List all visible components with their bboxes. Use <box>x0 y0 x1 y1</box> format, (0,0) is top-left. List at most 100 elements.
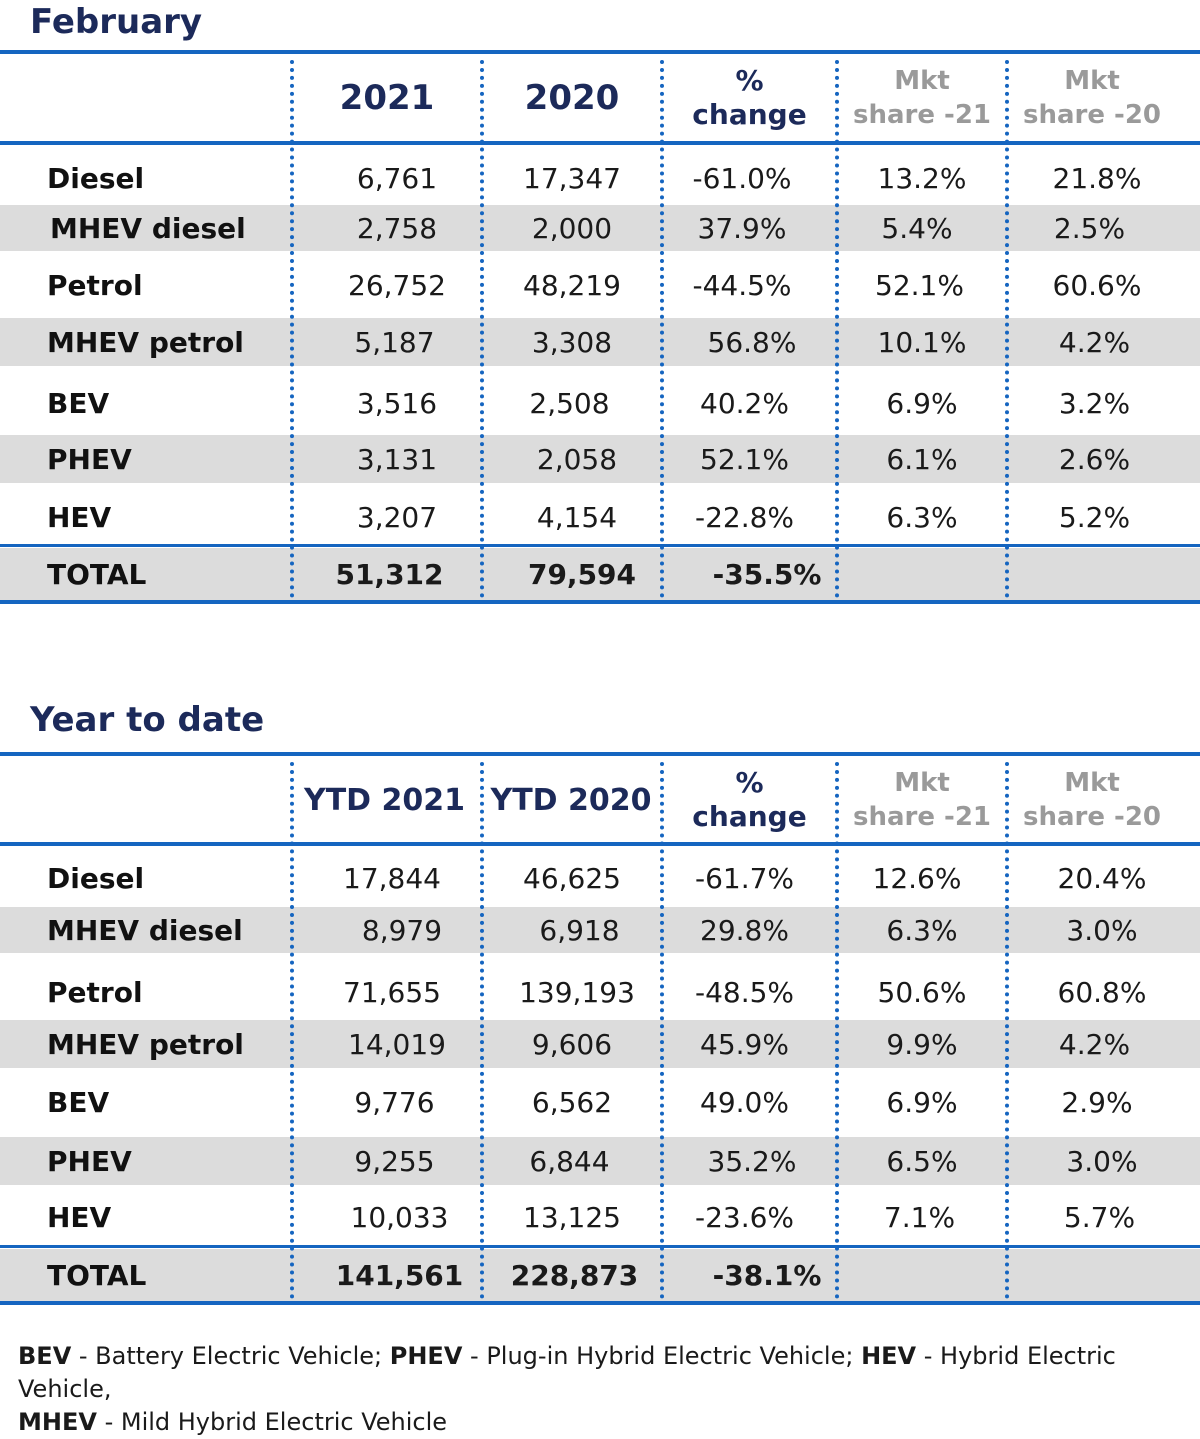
table-row: MHEV petrol 14,019 9,606 45.9% 9.9% 4.2% <box>0 1020 1200 1068</box>
cell-change: 37.9% <box>697 211 787 245</box>
section-title: February <box>30 2 203 42</box>
header-row: YTD 2021 YTD 2020 % change Mkt share -21… <box>0 758 1200 842</box>
cell-2021: 14,019 <box>348 1027 446 1061</box>
row-label: Diesel <box>47 861 145 895</box>
cell-share21: 6.3% <box>886 500 958 534</box>
cell-change: 40.2% <box>700 386 789 420</box>
cell-share20: 5.2% <box>1058 500 1131 534</box>
cell-2021: 6,761 <box>356 161 438 195</box>
bottom-rule <box>0 600 1200 604</box>
row-label: HEV <box>47 1200 112 1234</box>
cell-2021: 9,776 <box>354 1085 435 1119</box>
table-row: PHEV 3,131 2,058 52.1% 6.1% 2.6% <box>0 435 1200 483</box>
row-label: MHEV diesel <box>50 211 246 245</box>
total-label: TOTAL <box>47 557 147 591</box>
cell-change: 35.2% <box>707 1144 797 1178</box>
table-row: Petrol 71,655 139,193 -48.5% 50.6% 60.8% <box>0 960 1200 1024</box>
header-rule <box>0 842 1200 846</box>
cell-share20: 21.8% <box>1052 161 1142 195</box>
table-row: Diesel 6,761 17,347 -61.0% 13.2% 21.8% <box>0 152 1200 204</box>
table-row: MHEV petrol 5,187 3,308 56.8% 10.1% 4.2% <box>0 318 1200 366</box>
february-section: February 2021 2020 % change Mkt share -2… <box>0 0 1200 610</box>
cell-share20: 2.6% <box>1058 442 1131 476</box>
table-row: Diesel 17,844 46,625 -61.7% 12.6% 20.4% <box>0 852 1200 904</box>
header-share-20: Mkt share -20 <box>1007 758 1177 842</box>
cell-2020: 46,625 <box>523 861 621 895</box>
footnote-hev-text: - Hybrid Electric Vehicle, <box>18 1342 1116 1403</box>
header-pct-change: % change <box>662 56 837 140</box>
section-title: Year to date <box>30 700 265 740</box>
header-share-21: Mkt share -21 <box>837 758 1007 842</box>
cell-share21: 52.1% <box>875 268 964 302</box>
column-divider <box>290 60 294 598</box>
cell-share20: 20.4% <box>1057 861 1147 895</box>
cell-2020: 2,000 <box>531 211 613 245</box>
cell-2021: 10,033 <box>350 1200 449 1234</box>
total-label: TOTAL <box>47 1258 147 1292</box>
cell-2020: 13,125 <box>523 1200 621 1234</box>
cell-share21: 6.1% <box>886 442 958 476</box>
header-share21-line1: Mkt <box>894 66 950 96</box>
cell-share21: 50.6% <box>877 975 967 1009</box>
cell-2020: 2,058 <box>536 442 618 476</box>
column-divider <box>290 762 294 1299</box>
footnote-bev-text: - Battery Electric Vehicle; <box>71 1342 390 1370</box>
footnote-bev-abbr: BEV <box>18 1342 72 1370</box>
cell-share20: 2.5% <box>1053 211 1126 245</box>
cell-2021: 3,516 <box>356 386 438 420</box>
cell-2020: 2,508 <box>529 386 610 420</box>
cell-2020: 139,193 <box>519 975 635 1009</box>
cell-2020: 6,562 <box>531 1085 613 1119</box>
column-divider <box>1005 60 1009 598</box>
table-row: MHEV diesel 2,758 2,000 37.9% 5.4% 2.5% <box>0 205 1200 251</box>
cell-change: 56.8% <box>707 325 797 359</box>
table-row: Petrol 26,752 48,219 -44.5% 52.1% 60.6% <box>0 256 1200 314</box>
header-2021: 2021 <box>339 78 435 118</box>
header-pct-line2: change <box>692 800 807 833</box>
cell-share21: 6.3% <box>886 913 958 947</box>
cell-share21: 6.5% <box>886 1144 958 1178</box>
total-top-rule <box>0 1245 1200 1248</box>
cell-2020: 4,154 <box>536 500 618 534</box>
total-top-rule <box>0 544 1200 547</box>
table-row: MHEV diesel 8,979 6,918 29.8% 6.3% 3.0% <box>0 907 1200 953</box>
row-label: HEV <box>47 500 112 534</box>
column-divider <box>480 762 484 1299</box>
header-ytd-2020: YTD 2020 <box>490 782 652 818</box>
row-label: MHEV petrol <box>47 1027 244 1061</box>
row-label: MHEV diesel <box>47 913 243 947</box>
cell-change: -22.8% <box>694 500 795 534</box>
column-divider <box>480 60 484 598</box>
cell-change: 29.8% <box>700 913 789 947</box>
top-rule <box>0 752 1200 756</box>
cell-2020: 3,308 <box>531 325 613 359</box>
cell-2021: 71,655 <box>343 975 441 1009</box>
cell-change: -23.6% <box>694 1200 795 1234</box>
cell-2021: 8,979 <box>361 913 443 947</box>
cell-share20: 3.0% <box>1066 913 1138 947</box>
cell-share21: 13.2% <box>877 161 967 195</box>
top-rule <box>0 50 1200 54</box>
cell-2021: 3,131 <box>356 442 438 476</box>
table-row: BEV 3,516 2,508 40.2% 6.9% 3.2% <box>0 376 1200 430</box>
row-label: PHEV <box>47 1144 132 1178</box>
header-share-20: Mkt share -20 <box>1007 56 1177 140</box>
table-row: BEV 9,776 6,562 49.0% 6.9% 2.9% <box>0 1072 1200 1132</box>
cell-share20: 60.6% <box>1052 268 1142 302</box>
column-divider <box>660 762 664 1299</box>
bottom-rule <box>0 1301 1200 1305</box>
header-2020: 2020 <box>524 78 620 118</box>
column-divider <box>835 60 839 598</box>
cell-2020: 9,606 <box>531 1027 613 1061</box>
cell-share20: 3.0% <box>1066 1144 1138 1178</box>
footnote-hev-abbr: HEV <box>861 1342 917 1370</box>
cell-change: 52.1% <box>700 442 789 476</box>
cell-share21: 6.9% <box>886 386 958 420</box>
cell-2020: 48,219 <box>523 268 621 302</box>
cell-share21: 12.6% <box>872 861 962 895</box>
row-label: Petrol <box>47 268 143 302</box>
total-2021: 141,561 <box>335 1258 464 1292</box>
cell-share20: 3.2% <box>1058 386 1131 420</box>
header-rule <box>0 141 1200 145</box>
total-2020: 228,873 <box>510 1258 639 1292</box>
